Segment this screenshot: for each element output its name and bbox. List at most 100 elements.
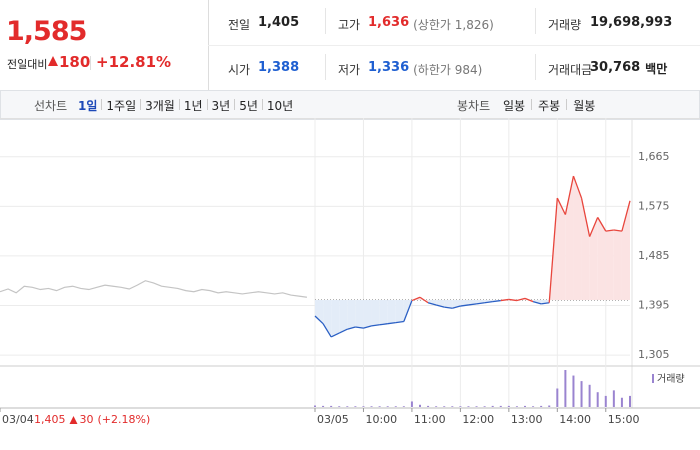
y-tick-label: 1,305: [638, 348, 670, 361]
prev-rate: (+2.18%): [98, 413, 151, 426]
volume-bar: [435, 406, 438, 407]
area: [597, 217, 606, 300]
summary-value: 1,636: [368, 15, 410, 30]
line-segment: [387, 321, 396, 325]
header: 1,585 전일대비 180 +12.81% 전일 1,405 고가 1,636 (상한…: [0, 0, 700, 91]
x-tick-label: 03/05: [317, 413, 349, 426]
volume-bar: [402, 406, 405, 407]
y-tick-label: 1,395: [638, 299, 670, 312]
volume-bar: [620, 397, 623, 407]
period-tab[interactable]: 10년: [266, 99, 294, 113]
volume-bar: [556, 388, 559, 407]
volume-bar: [612, 390, 615, 407]
candle-tab[interactable]: 일봉: [503, 99, 526, 113]
line-segment: [452, 305, 461, 309]
change-label: 전일대비: [7, 58, 48, 71]
area: [347, 299, 356, 330]
volume-bar: [475, 406, 478, 407]
summary-value: 30,768: [590, 60, 641, 75]
line-segment: [468, 303, 477, 306]
volume-bar: [322, 405, 325, 407]
summary-value: 1,336: [368, 60, 410, 75]
line-segment: [419, 296, 429, 304]
area: [363, 299, 372, 329]
x-tick-label: 10:00: [365, 413, 397, 426]
area: [581, 198, 590, 300]
line-segment: [347, 326, 356, 330]
y-tick-label: 1,485: [638, 249, 670, 262]
volume-bar: [491, 405, 494, 407]
divider: [208, 45, 700, 46]
line-segment: [605, 229, 614, 232]
line-segment: [556, 197, 566, 215]
line-segment: [492, 299, 501, 303]
legend-swatch: [652, 374, 654, 383]
line-segment: [524, 297, 534, 303]
candle-tab[interactable]: 월봉: [573, 99, 596, 113]
line-segment: [597, 217, 607, 232]
volume-bar: [515, 406, 518, 407]
period-tab[interactable]: 1주일: [106, 99, 137, 113]
line-segment: [403, 300, 413, 322]
volume-bar: [370, 406, 373, 407]
period-tab[interactable]: 3개월: [145, 99, 175, 113]
volume-bar: [596, 392, 599, 407]
area: [605, 230, 614, 300]
x-tick-label: 14:00: [559, 413, 591, 426]
divider: [325, 8, 326, 34]
line-segment: [355, 326, 364, 329]
divider: [206, 99, 208, 110]
area: [444, 299, 453, 309]
volume-bar: [604, 395, 607, 407]
x-tick-label: 11:00: [414, 413, 446, 426]
up-icon: [69, 416, 78, 424]
line-segment: [621, 200, 631, 232]
volume-bar: [427, 405, 430, 407]
summary-label: 시가: [228, 63, 251, 77]
line-segment: [500, 298, 509, 302]
area: [331, 299, 340, 337]
line-segment: [572, 175, 583, 199]
candle-tab[interactable]: 주봉: [538, 99, 561, 113]
period-tab[interactable]: 1일: [78, 99, 98, 113]
line-segment: [395, 320, 404, 324]
divider: [566, 99, 568, 110]
line-segment: [532, 301, 542, 305]
volume-bar: [564, 370, 567, 407]
summary-label: 저가: [338, 63, 361, 77]
x-tick-label: 13:00: [511, 413, 543, 426]
volume-bar: [507, 405, 510, 407]
summary-label: 전일: [228, 18, 251, 32]
volume-bar: [467, 406, 470, 407]
divider: [531, 99, 533, 110]
divider: [178, 99, 180, 110]
line-segment: [435, 304, 445, 308]
line-segment: [508, 298, 518, 302]
period-tab[interactable]: 5년: [239, 99, 258, 113]
volume-bar: [346, 406, 349, 407]
divider: [535, 54, 536, 80]
change: 180: [59, 53, 91, 71]
volume-bar: [540, 405, 543, 407]
line-segment: [314, 315, 324, 325]
area: [395, 299, 404, 323]
line-segment: [548, 198, 558, 303]
volume-bar: [459, 406, 462, 407]
period-tab[interactable]: 3년: [211, 99, 231, 113]
volume-bar: [378, 406, 381, 407]
volume-bar: [362, 406, 365, 407]
line-segment: [444, 306, 453, 309]
divider: [261, 99, 263, 110]
line-segment: [322, 323, 332, 338]
x-tick-label: 03/04: [2, 413, 34, 426]
period-tab[interactable]: 1년: [183, 99, 203, 113]
area: [387, 299, 396, 324]
volume-bar: [338, 406, 341, 407]
volume-bar: [394, 406, 397, 407]
summary-unit: 백만: [645, 62, 668, 76]
volume-bar: [572, 375, 575, 407]
line-segment: [541, 302, 550, 305]
line-segment: [427, 302, 437, 306]
volume-bar: [532, 406, 535, 407]
x-tick-label: 12:00: [462, 413, 494, 426]
